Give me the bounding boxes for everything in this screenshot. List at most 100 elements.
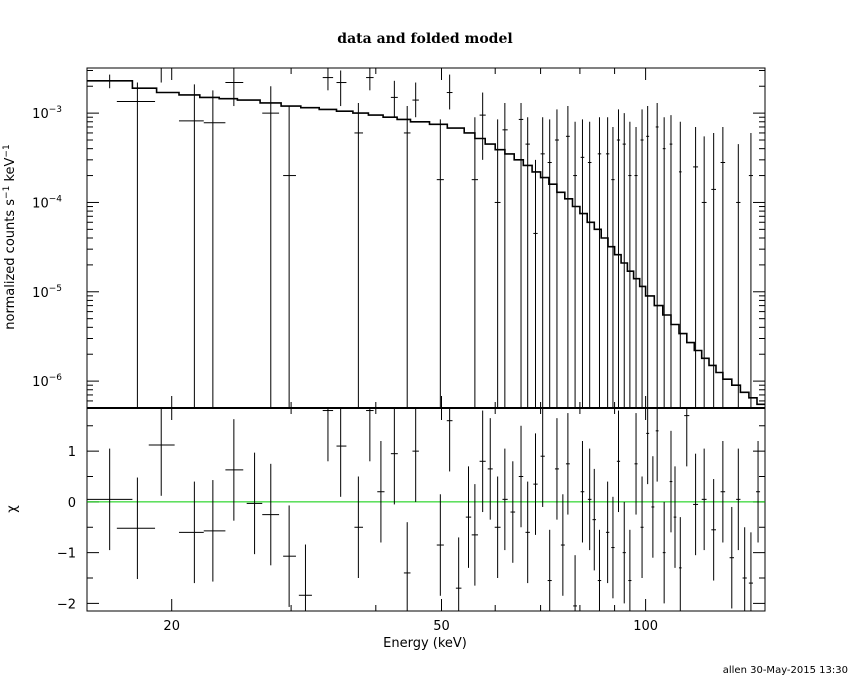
residual-point: [560, 494, 565, 596]
residual-point: [628, 529, 632, 611]
residual-point: [616, 410, 621, 513]
data-point: [446, 74, 453, 110]
residual-point: [592, 468, 597, 571]
data-point: [148, 67, 175, 83]
data-point: [622, 113, 626, 408]
residual-point: [366, 408, 374, 462]
data-point: [678, 121, 682, 408]
residual-point: [518, 425, 524, 528]
data-point: [565, 106, 570, 408]
residual-point: [525, 481, 530, 584]
data-point: [354, 102, 364, 408]
bottom-panel-frame: [86, 407, 766, 612]
data-point: [701, 136, 707, 408]
top-y-axis-label: normalized counts s−1 keV−1: [2, 144, 18, 329]
data-point: [203, 90, 226, 408]
y-tick-label: 10−4: [32, 194, 62, 211]
x-tick-label: 50: [433, 619, 450, 634]
chart-title: data and folded model: [337, 31, 512, 47]
data-point: [547, 119, 552, 408]
data-point: [587, 121, 592, 408]
residual-point: [565, 413, 570, 515]
data-point: [640, 109, 644, 408]
data-point: [225, 68, 244, 107]
residual-point: [116, 477, 156, 580]
residual-point: [669, 430, 673, 533]
data-point: [494, 119, 501, 408]
residual-point: [283, 505, 296, 607]
spectrum-panel: 10−3 10−4 10−5 10−6: [32, 67, 766, 409]
data-point: [518, 102, 524, 408]
y-tick-label: 1: [68, 445, 76, 460]
residual-point: [587, 448, 592, 551]
data-point: [479, 92, 486, 160]
ylabel-unit: keV: [3, 157, 18, 181]
data-point: [736, 144, 741, 408]
data-point: [533, 159, 538, 408]
data-point: [628, 121, 632, 408]
residual-point: [87, 448, 133, 551]
data-point: [390, 80, 398, 118]
residual-point: [646, 408, 650, 485]
data-point: [336, 70, 347, 107]
residual-point: [701, 448, 707, 551]
data-point: [616, 109, 621, 408]
residual-point: [622, 501, 626, 604]
residual-point: [436, 494, 444, 596]
residual-point: [711, 479, 716, 581]
residual-point: [673, 466, 677, 568]
residual-point: [729, 506, 734, 609]
residual-point: [573, 555, 577, 611]
x-tick-label: 100: [633, 619, 658, 634]
data-point: [87, 74, 133, 89]
x-axis-label: Energy (keV): [383, 636, 467, 651]
residual-panel: 20 50 100 1 0 −1 −2: [57, 396, 766, 634]
residual-point: [225, 419, 244, 521]
y-tick-label: 10−6: [32, 373, 62, 390]
data-point: [525, 117, 530, 408]
residual-point: [377, 440, 385, 543]
data-point: [403, 106, 411, 408]
data-point: [116, 82, 156, 408]
residual-point: [605, 481, 610, 584]
residual-point: [479, 410, 486, 513]
y-tick-label: −2: [57, 597, 76, 612]
residual-point: [455, 537, 462, 611]
data-point: [436, 119, 444, 408]
x-tick-label: 20: [163, 619, 180, 634]
residual-point: [412, 408, 419, 502]
residual-point: [748, 532, 753, 611]
residual-point: [203, 480, 226, 582]
residual-point: [655, 408, 659, 482]
residual-point: [756, 440, 761, 543]
residual-point: [178, 481, 204, 584]
model-curve: [87, 80, 765, 406]
data-point: [412, 82, 419, 118]
data-point: [540, 117, 545, 408]
residual-point: [540, 408, 545, 507]
residual-point: [246, 452, 263, 555]
data-point: [748, 132, 753, 408]
data-point: [605, 117, 610, 408]
data-point: [573, 121, 577, 408]
data-point: [611, 126, 615, 408]
residual-point: [510, 461, 516, 563]
data-point: [178, 84, 204, 408]
residual-point: [322, 408, 334, 462]
residual-point: [336, 408, 347, 497]
residual-point: [471, 484, 479, 586]
residual-point: [148, 408, 175, 496]
residual-point: [684, 408, 690, 467]
residual-point: [547, 529, 552, 611]
data-point: [634, 126, 638, 408]
ylabel-sup2: −1: [2, 144, 12, 157]
data-point: [580, 119, 585, 408]
y-tick-label: −1: [57, 547, 76, 562]
residual-point: [597, 529, 602, 611]
data-point: [597, 117, 602, 408]
residual-point: [640, 476, 644, 579]
residual-point: [446, 408, 453, 472]
ylabel-main: normalized counts s: [3, 199, 18, 330]
residual-point: [354, 476, 364, 579]
